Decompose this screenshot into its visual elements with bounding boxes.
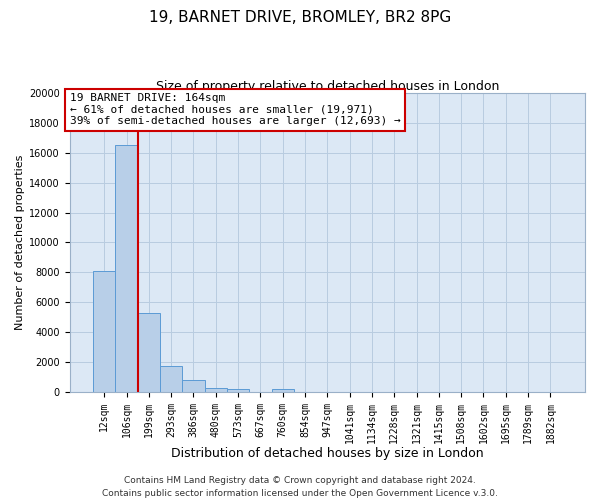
- Text: 19 BARNET DRIVE: 164sqm
← 61% of detached houses are smaller (19,971)
39% of sem: 19 BARNET DRIVE: 164sqm ← 61% of detache…: [70, 93, 400, 126]
- Title: Size of property relative to detached houses in London: Size of property relative to detached ho…: [155, 80, 499, 93]
- Bar: [272, 389, 294, 392]
- Text: 19, BARNET DRIVE, BROMLEY, BR2 8PG: 19, BARNET DRIVE, BROMLEY, BR2 8PG: [149, 10, 451, 25]
- Text: Contains HM Land Registry data © Crown copyright and database right 2024.
Contai: Contains HM Land Registry data © Crown c…: [102, 476, 498, 498]
- Bar: [115, 146, 137, 392]
- Bar: [227, 389, 249, 392]
- Bar: [182, 380, 205, 392]
- X-axis label: Distribution of detached houses by size in London: Distribution of detached houses by size …: [171, 447, 484, 460]
- Bar: [93, 271, 115, 392]
- Y-axis label: Number of detached properties: Number of detached properties: [15, 155, 25, 330]
- Bar: [160, 366, 182, 392]
- Bar: [205, 388, 227, 392]
- Bar: [137, 313, 160, 392]
